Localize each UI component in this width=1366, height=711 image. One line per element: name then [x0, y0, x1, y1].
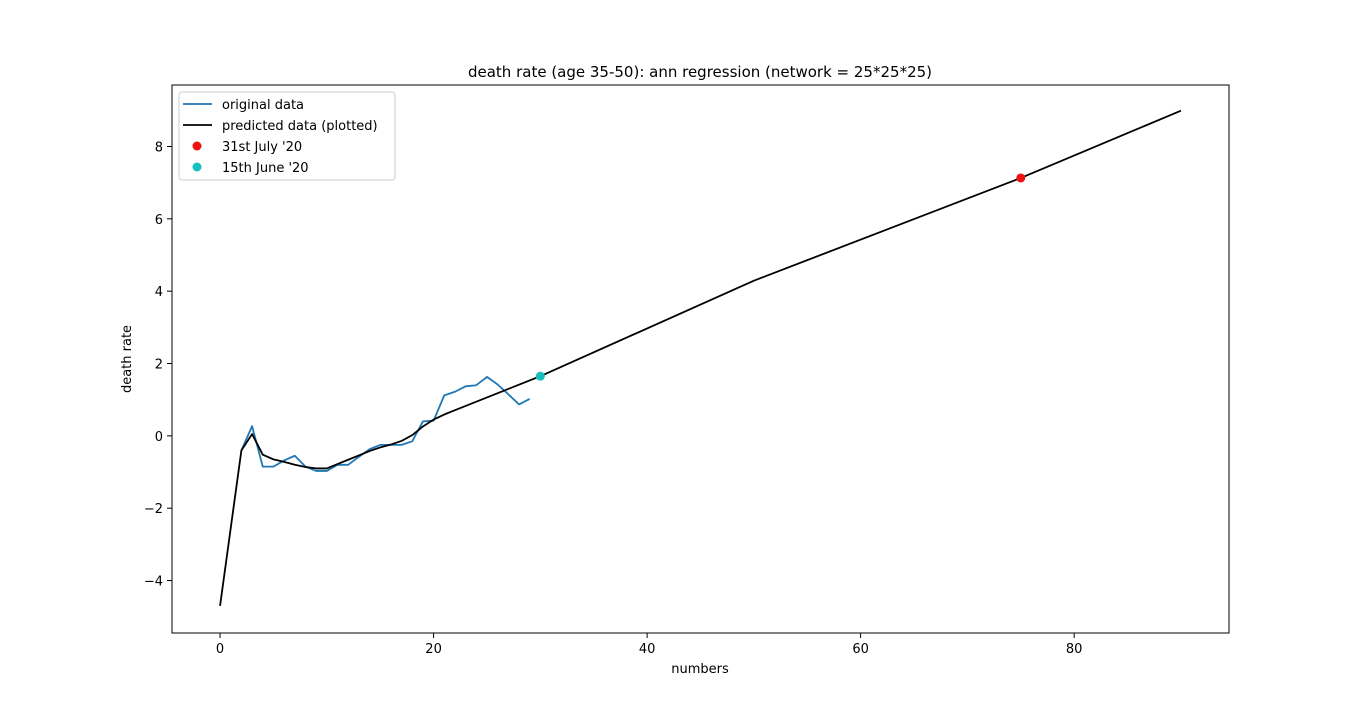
legend-box	[178, 91, 396, 181]
x-axis: 0 20 40 60 80	[216, 633, 1083, 657]
legend-label-predicted-data-plotted: predicted data (plotted)	[222, 119, 378, 134]
scatter-point-15th-june-20	[535, 371, 545, 381]
series-line-original-data	[240, 375, 531, 472]
y-tick-label: 0	[155, 430, 163, 445]
legend-label-31st-july-20: 31st July '20	[222, 140, 302, 155]
legend: original data predicted data (plotted) 31s…	[178, 91, 396, 181]
y-tick-label: −4	[144, 575, 163, 590]
x-tick-label: 60	[852, 642, 869, 657]
plot-frame	[171, 84, 1230, 634]
series-line-predicted-data-plotted	[219, 109, 1182, 606]
y-axis-label: death rate	[120, 325, 135, 393]
legend-label-original-data: original data	[222, 98, 304, 113]
y-axis: −4 −2 0 2 4 6 8	[144, 140, 172, 590]
legend-swatch-15th-june-20	[192, 162, 202, 172]
legend-swatch-31st-july-20	[192, 141, 202, 151]
y-tick-label: 2	[155, 358, 163, 373]
y-tick-label: 8	[155, 140, 163, 155]
chart-title: death rate (age 35-50): ann regression (…	[468, 63, 932, 81]
y-tick-label: 4	[155, 285, 163, 300]
x-tick-label: 40	[639, 642, 656, 657]
x-tick-label: 0	[216, 642, 224, 657]
scatter-point-31st-july-20	[1016, 173, 1026, 183]
legend-label-15th-june-20: 15th June '20	[222, 161, 309, 176]
y-tick-label: 6	[155, 213, 163, 228]
y-tick-label: −2	[144, 502, 163, 517]
x-tick-label: 80	[1066, 642, 1083, 657]
plot-area	[219, 109, 1182, 606]
x-tick-label: 20	[425, 642, 442, 657]
x-axis-label: numbers	[671, 662, 729, 677]
